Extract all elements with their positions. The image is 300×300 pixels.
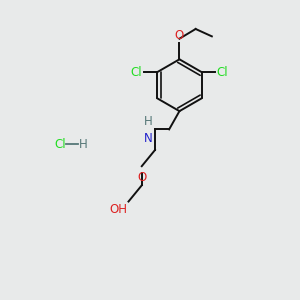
Text: O: O xyxy=(175,28,184,42)
Text: N: N xyxy=(144,132,153,145)
Text: Cl: Cl xyxy=(54,138,66,151)
Text: Cl: Cl xyxy=(131,66,142,79)
Text: Cl: Cl xyxy=(217,66,228,79)
Text: H: H xyxy=(79,138,88,151)
Text: H: H xyxy=(144,115,153,128)
Text: O: O xyxy=(137,171,146,184)
Text: OH: OH xyxy=(109,203,127,216)
